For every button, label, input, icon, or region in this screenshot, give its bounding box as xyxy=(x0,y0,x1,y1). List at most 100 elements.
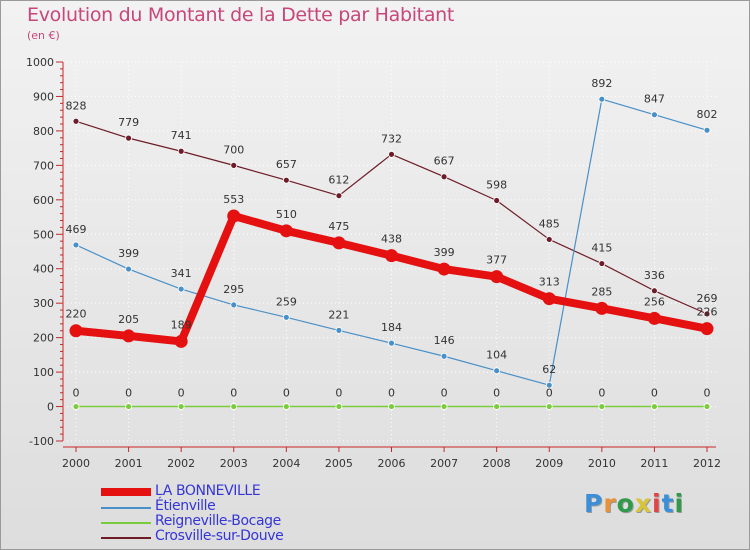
point-etienville xyxy=(440,352,448,360)
data-label-reigneville-bocage: 0 xyxy=(704,387,711,400)
x-tick-label: 2007 xyxy=(430,457,458,470)
y-tick-label: 500 xyxy=(33,228,54,241)
legend-label: Reigneville-Bocage xyxy=(155,513,281,529)
logo-letter: i xyxy=(674,489,685,518)
point-la-bonneville xyxy=(385,249,398,263)
data-label-crosville-sur-douve: 415 xyxy=(591,242,612,255)
data-label-reigneville-bocage: 0 xyxy=(388,387,395,400)
point-etienville xyxy=(651,111,658,119)
data-label-crosville-sur-douve: 269 xyxy=(697,292,718,305)
data-label-la-bonneville: 438 xyxy=(381,233,402,246)
chart-title: Evolution du Montant de la Dette par Hab… xyxy=(27,4,455,26)
point-la-bonneville xyxy=(122,329,136,343)
data-label-reigneville-bocage: 0 xyxy=(230,387,237,400)
legend-swatch xyxy=(101,537,151,539)
y-tick-label: 300 xyxy=(33,297,54,310)
point-crosville-sur-douve xyxy=(493,197,501,204)
data-label-crosville-sur-douve: 485 xyxy=(539,217,560,230)
data-label-etienville: 341 xyxy=(171,267,192,280)
point-la-bonneville xyxy=(490,270,504,284)
data-label-reigneville-bocage: 0 xyxy=(651,387,658,400)
point-reigneville-bocage xyxy=(703,403,711,410)
y-tick-label: 200 xyxy=(33,332,54,345)
point-la-bonneville xyxy=(647,311,661,325)
logo-letter: r xyxy=(603,489,617,518)
logo-letter: P xyxy=(584,489,604,518)
data-label-reigneville-bocage: 0 xyxy=(493,387,500,400)
data-label-la-bonneville: 256 xyxy=(644,295,665,308)
data-label-la-bonneville: 189 xyxy=(171,318,192,331)
y-tick-label: 600 xyxy=(33,194,54,207)
x-tick-label: 2002 xyxy=(167,457,195,470)
point-etienville xyxy=(335,327,343,334)
point-reigneville-bocage xyxy=(125,403,132,410)
point-reigneville-bocage xyxy=(335,403,343,410)
logo-letter: x xyxy=(634,489,652,518)
legend-label: Crosville-sur-Douve xyxy=(155,528,284,544)
point-reigneville-bocage xyxy=(440,403,448,410)
data-label-reigneville-bocage: 0 xyxy=(73,387,80,400)
x-tick-label: 2011 xyxy=(640,457,668,470)
logo-letter: i xyxy=(652,489,662,518)
x-tick-label: 2000 xyxy=(62,457,90,470)
proxiti-logo: Proxiti xyxy=(584,489,684,518)
data-label-crosville-sur-douve: 657 xyxy=(276,158,297,171)
x-tick-label: 2006 xyxy=(378,457,406,470)
point-etienville xyxy=(703,126,711,134)
point-crosville-sur-douve xyxy=(388,150,395,158)
legend-swatch xyxy=(101,488,151,496)
data-label-la-bonneville: 475 xyxy=(328,220,349,233)
data-label-etienville: 892 xyxy=(591,77,612,90)
data-label-etienville: 221 xyxy=(328,308,349,321)
point-etienville xyxy=(493,367,501,375)
data-label-reigneville-bocage: 0 xyxy=(283,387,290,400)
data-label-reigneville-bocage: 0 xyxy=(335,387,342,400)
data-label-crosville-sur-douve: 732 xyxy=(381,132,402,145)
point-etienville xyxy=(598,95,606,103)
data-label-crosville-sur-douve: 667 xyxy=(434,155,455,168)
point-crosville-sur-douve xyxy=(545,236,553,243)
data-label-crosville-sur-douve: 336 xyxy=(644,269,665,282)
data-label-reigneville-bocage: 0 xyxy=(125,387,132,400)
point-reigneville-bocage xyxy=(230,403,238,410)
point-reigneville-bocage xyxy=(72,403,80,410)
data-label-etienville: 62 xyxy=(542,363,556,376)
data-label-etienville: 295 xyxy=(223,283,244,296)
legend-label: Étienville xyxy=(155,498,216,514)
point-la-bonneville xyxy=(700,322,714,336)
y-tick-label: 900 xyxy=(33,90,54,103)
point-crosville-sur-douve xyxy=(651,287,658,295)
point-la-bonneville xyxy=(437,262,451,276)
point-crosville-sur-douve xyxy=(230,161,238,169)
point-la-bonneville xyxy=(69,324,83,338)
point-la-bonneville xyxy=(542,292,556,306)
data-label-la-bonneville: 377 xyxy=(486,254,507,267)
data-label-la-bonneville: 553 xyxy=(223,193,244,206)
point-etienville xyxy=(72,241,80,249)
y-tick-label: 400 xyxy=(33,263,54,276)
data-label-crosville-sur-douve: 598 xyxy=(486,179,507,192)
data-label-etienville: 802 xyxy=(697,108,718,121)
y-tick-label: 800 xyxy=(33,125,54,138)
legend-swatch xyxy=(101,507,151,509)
point-etienville xyxy=(282,313,290,321)
data-label-crosville-sur-douve: 828 xyxy=(66,99,87,112)
data-label-etienville: 399 xyxy=(118,247,139,260)
data-label-reigneville-bocage: 0 xyxy=(546,387,553,400)
point-reigneville-bocage xyxy=(493,403,501,410)
logo-letter: o xyxy=(616,489,635,518)
x-tick-label: 2003 xyxy=(220,457,248,470)
point-la-bonneville xyxy=(595,301,609,315)
point-reigneville-bocage xyxy=(282,403,290,410)
data-label-etienville: 847 xyxy=(644,93,665,106)
y-tick-label: 0 xyxy=(47,401,54,414)
point-reigneville-bocage xyxy=(545,403,553,410)
point-crosville-sur-douve xyxy=(440,173,448,181)
data-label-crosville-sur-douve: 700 xyxy=(223,143,244,156)
point-reigneville-bocage xyxy=(651,403,658,410)
point-la-bonneville xyxy=(174,334,188,348)
point-reigneville-bocage xyxy=(598,403,606,410)
point-crosville-sur-douve xyxy=(125,134,132,142)
point-crosville-sur-douve xyxy=(335,192,343,200)
